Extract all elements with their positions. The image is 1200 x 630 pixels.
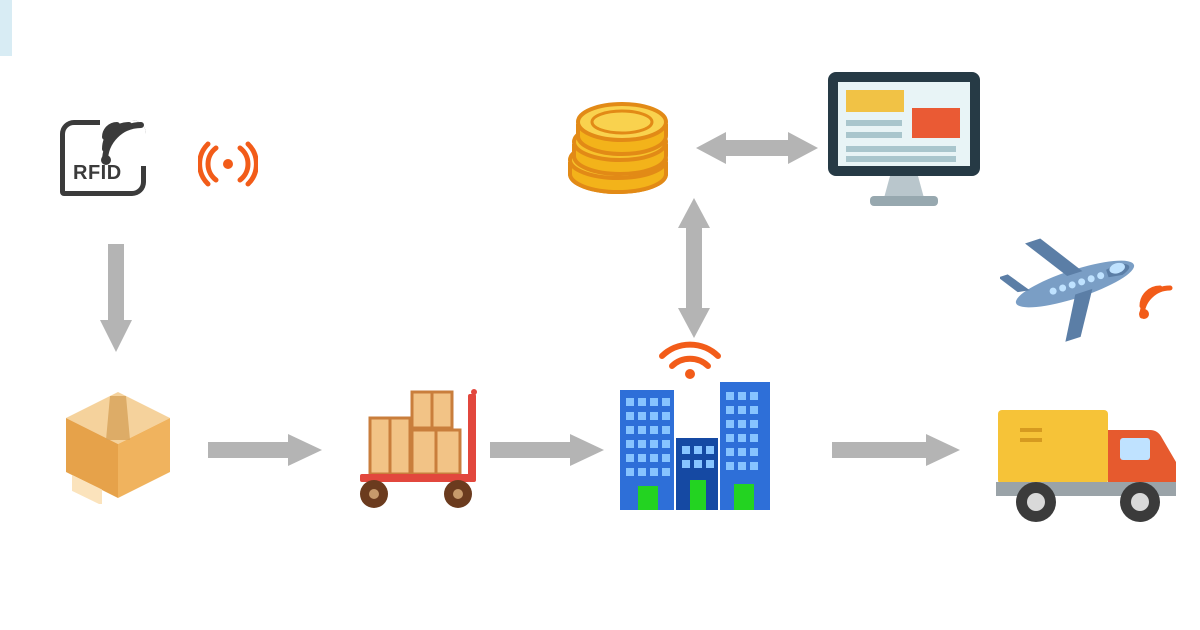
rfid-tag-icon: RFID (60, 120, 146, 196)
monitor-icon (820, 64, 990, 229)
diagram-canvas: RFID (0, 0, 1200, 630)
arrow-rfid-to-box (96, 244, 136, 365)
signal-icon (1134, 280, 1178, 329)
package-box-icon (58, 384, 178, 509)
arrow-coins-monitor (696, 130, 818, 171)
wireless-signal-icon (198, 140, 258, 193)
delivery-truck-icon (992, 400, 1182, 535)
arrow-cart-to-buildings (490, 432, 610, 473)
arrow-box-to-cart (208, 432, 328, 473)
airplane-icon (1000, 224, 1150, 349)
wifi-icon (654, 336, 726, 385)
buildings-icon (612, 380, 782, 525)
decorative-strip (0, 0, 12, 56)
rfid-label: RFID (73, 162, 122, 185)
hand-cart-icon (350, 370, 500, 525)
arrow-buildings-to-truck (832, 432, 966, 473)
coins-icon (560, 90, 680, 205)
arrow-buildings-coins (676, 198, 712, 343)
